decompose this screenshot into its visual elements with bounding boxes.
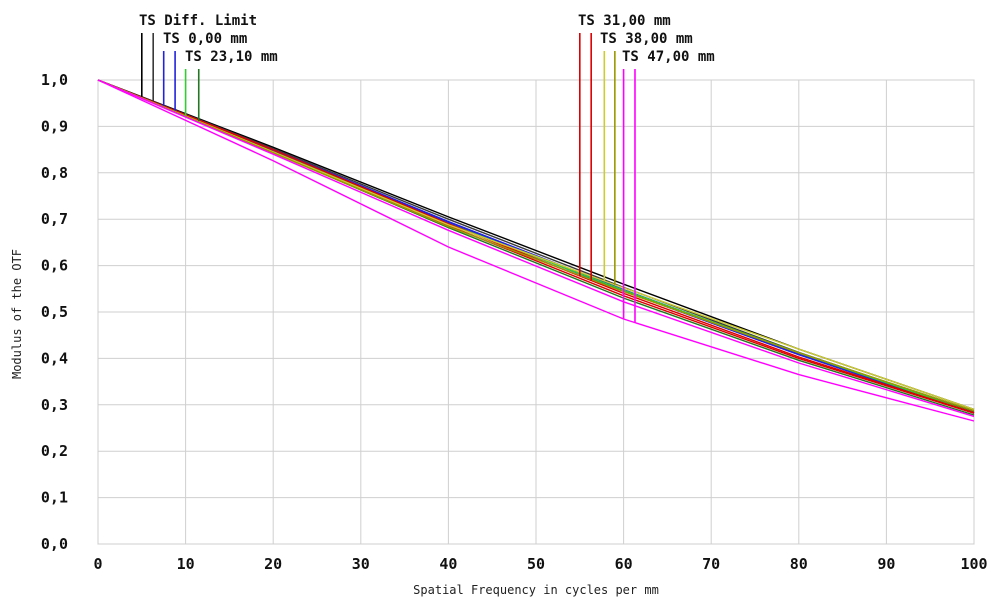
x-tick-label: 0 — [93, 555, 102, 573]
y-tick-label: 0,7 — [41, 210, 68, 228]
y-tick-label: 0,3 — [41, 396, 68, 414]
series-line-10 — [97, 79, 975, 422]
y-tick-label: 0,4 — [41, 349, 68, 367]
x-tick-label: 10 — [177, 555, 195, 573]
legend-label-31mm: TS 31,00 mm — [578, 13, 671, 29]
series-line-9 — [97, 79, 975, 412]
x-tick-label: 100 — [960, 555, 987, 573]
legend-label-diff-limit: TS Diff. Limit — [139, 13, 257, 29]
legend-label-38mm: TS 38,00 mm — [600, 31, 693, 47]
y-tick-label: 0,6 — [41, 257, 68, 275]
y-tick-label: 0,8 — [41, 164, 68, 182]
legend-markers — [141, 33, 636, 323]
x-tick-label: 30 — [352, 555, 370, 573]
y-tick-label: 0,1 — [41, 489, 68, 507]
x-tick-label: 90 — [877, 555, 895, 573]
legend-label-47mm: TS 47,00 mm — [622, 49, 715, 65]
y-tick-label: 0,9 — [41, 117, 68, 135]
y-tick-label: 0,5 — [41, 303, 68, 321]
x-tick-label: 50 — [527, 555, 545, 573]
x-tick-label: 20 — [264, 555, 282, 573]
legend-label-0mm: TS 0,00 mm — [163, 31, 247, 47]
grid — [97, 79, 975, 545]
series-layer — [97, 79, 975, 422]
x-tick-label: 60 — [615, 555, 633, 573]
y-axis-title: Modulus of the OTF — [10, 249, 24, 379]
x-axis-title: Spatial Frequency in cycles per mm — [413, 583, 659, 597]
tick-labels: 0 10 20 30 40 50 60 70 80 90 100 0,0 0,1 0,2 0,3 0,4 0,5… — [41, 71, 988, 573]
x-tick-label: 40 — [439, 555, 457, 573]
y-tick-label: 0,0 — [41, 535, 68, 553]
legend-label-23mm: TS 23,10 mm — [185, 49, 278, 65]
x-tick-label: 70 — [702, 555, 720, 573]
y-tick-label: 1,0 — [41, 71, 68, 89]
y-tick-label: 0,2 — [41, 442, 68, 460]
x-tick-label: 80 — [790, 555, 808, 573]
series-line-11 — [97, 79, 975, 418]
